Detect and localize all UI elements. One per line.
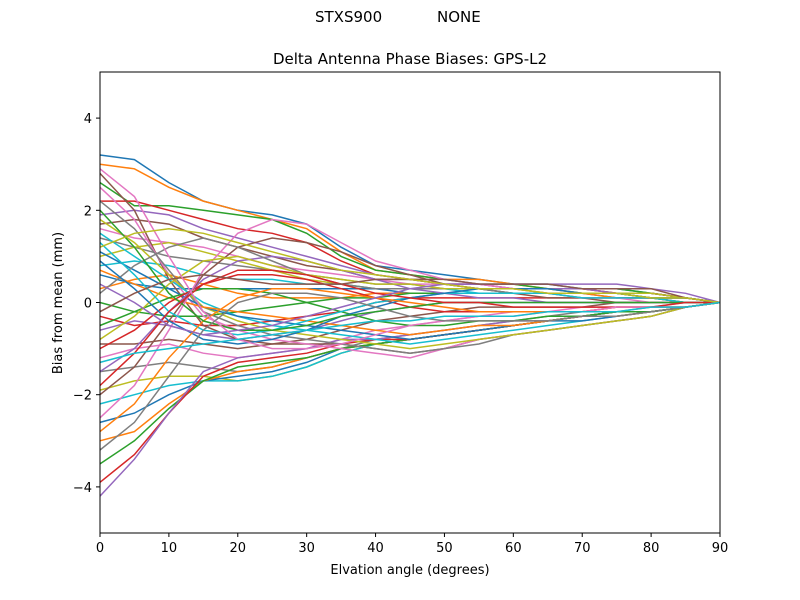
x-axis: 0 10 20 30 40 50 60 70 80 90 [96, 533, 728, 556]
series-line-s35 [99, 255, 720, 373]
series-line-s49 [99, 227, 721, 304]
y-tick-label: −2 [73, 389, 92, 404]
y-tick-label: 4 [84, 112, 92, 127]
x-tick-label: 0 [96, 541, 104, 556]
x-tick-label: 20 [230, 541, 247, 556]
series-line-s43 [99, 209, 720, 331]
y-tick-label: −4 [73, 481, 92, 496]
x-axis-label: Elvation angle (degrees) [330, 563, 489, 578]
y-tick-label: 2 [84, 204, 92, 219]
series-line-s45 [99, 283, 721, 336]
x-tick-label: 40 [367, 541, 384, 556]
series-line-s22 [99, 301, 721, 442]
x-tick-label: 60 [505, 541, 522, 556]
series-line-s50 [99, 301, 721, 364]
series-line-s24 [99, 301, 721, 483]
series-line-s48 [99, 292, 721, 451]
series-lines [99, 154, 721, 497]
chart-title: Delta Antenna Phase Biases: GPS-L2 [273, 50, 547, 68]
series-line-s47 [99, 168, 721, 350]
y-axis-label: Bias from mean (mm) [51, 232, 66, 374]
y-tick-label: 0 [84, 297, 92, 312]
x-tick-label: 70 [574, 541, 591, 556]
figure-suptitle: STXS900 NONE [0, 8, 800, 30]
y-axis: −4 −2 0 2 4 [73, 112, 100, 496]
x-tick-label: 90 [712, 541, 729, 556]
x-tick-label: 10 [161, 541, 178, 556]
x-tick-label: 80 [643, 541, 660, 556]
x-tick-label: 30 [298, 541, 315, 556]
radome-name: NONE [437, 8, 481, 26]
station-name: STXS900 [315, 8, 383, 26]
x-tick-label: 50 [436, 541, 453, 556]
series-line-s01 [99, 154, 721, 304]
